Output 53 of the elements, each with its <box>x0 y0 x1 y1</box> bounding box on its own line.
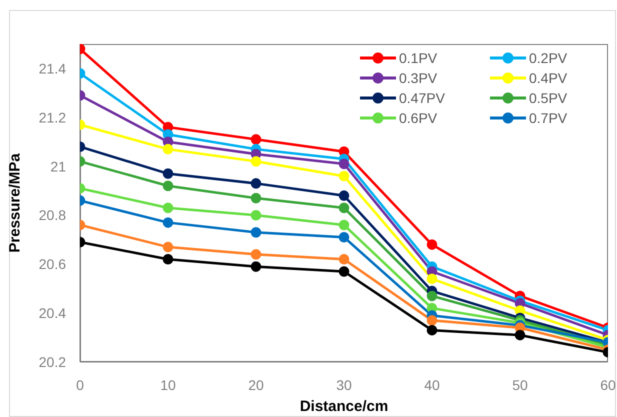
legend-label: 0.3PV <box>399 70 438 86</box>
point <box>162 168 174 179</box>
point <box>338 254 350 265</box>
legend-label: 0.7PV <box>529 110 568 126</box>
point <box>338 170 350 182</box>
point <box>338 190 350 201</box>
x-tick-label: 30 <box>336 376 352 393</box>
legend-label: 0.47PV <box>399 90 445 106</box>
point <box>250 134 262 145</box>
legend-label: 0.6PV <box>399 110 438 126</box>
x-tick-label: 10 <box>160 376 176 393</box>
y-tick-label: 20.6 <box>38 256 66 272</box>
point <box>514 330 526 340</box>
point <box>250 210 262 220</box>
point <box>250 249 262 260</box>
point <box>250 227 262 238</box>
point <box>162 242 174 252</box>
point <box>338 158 350 170</box>
y-tick-label: 21 <box>50 158 66 174</box>
point <box>426 324 438 336</box>
legend-label: 0.5PV <box>529 90 568 106</box>
y-tick-label: 20.4 <box>38 305 66 322</box>
y-axis-title: Pressure/MPa <box>6 152 24 253</box>
point <box>250 192 262 204</box>
point <box>250 261 262 272</box>
point <box>162 144 174 154</box>
point <box>338 266 350 277</box>
x-axis-title: Distance/cm <box>300 398 388 415</box>
legend-label: 0.2PV <box>529 50 568 66</box>
point <box>426 274 438 284</box>
point <box>338 232 350 242</box>
point <box>338 220 350 230</box>
y-tick-label: 21.2 <box>38 109 66 126</box>
point <box>426 239 438 250</box>
y-tick-label: 20.2 <box>38 354 66 370</box>
y-tick-label: 21.4 <box>38 60 66 76</box>
x-tick-label: 20 <box>248 376 264 393</box>
point <box>162 202 174 214</box>
x-tick-label: 60 <box>600 376 616 393</box>
legend-label: 0.1PV <box>399 50 438 66</box>
point <box>250 156 262 167</box>
x-tick-label: 0 <box>76 376 84 393</box>
point <box>162 254 174 265</box>
point <box>426 315 438 326</box>
y-tick-label: 20.8 <box>38 207 66 224</box>
point <box>250 178 262 189</box>
point <box>426 290 438 302</box>
x-tick-label: 40 <box>424 376 440 393</box>
point <box>162 217 174 228</box>
x-tick-label: 50 <box>512 376 528 393</box>
point <box>162 180 174 192</box>
legend-label: 0.4PV <box>529 70 568 86</box>
point <box>338 202 350 214</box>
